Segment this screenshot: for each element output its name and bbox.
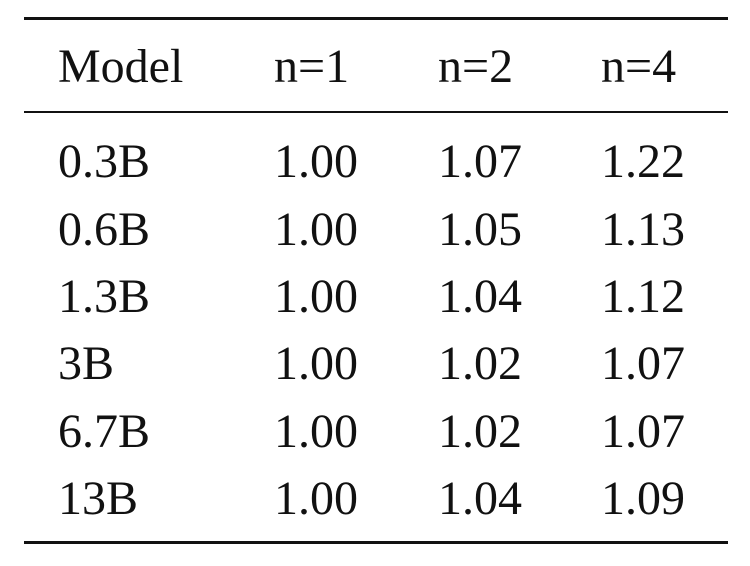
header-n2: n=2 <box>438 40 514 93</box>
value-cell: 1.02 <box>438 405 522 458</box>
model-cell: 6.7B <box>58 405 151 458</box>
header-n1: n=1 <box>274 40 350 93</box>
model-cell: 13B <box>58 472 139 525</box>
value-cell: 1.09 <box>601 472 685 525</box>
header-model: Model <box>58 40 184 93</box>
table-header-rule <box>24 111 728 113</box>
value-cell: 1.07 <box>601 337 685 390</box>
model-cell: 0.6B <box>58 203 151 256</box>
value-cell: 1.07 <box>438 135 522 188</box>
table-bottom-rule <box>24 541 728 544</box>
value-cell: 1.00 <box>274 270 358 323</box>
header-n4: n=4 <box>601 40 677 93</box>
value-cell: 1.00 <box>274 135 358 188</box>
value-cell: 1.04 <box>438 472 522 525</box>
model-cell: 3B <box>58 337 115 390</box>
value-cell: 1.00 <box>274 337 358 390</box>
value-cell: 1.02 <box>438 337 522 390</box>
model-cell: 0.3B <box>58 135 151 188</box>
value-cell: 1.12 <box>601 270 685 323</box>
value-cell: 1.05 <box>438 203 522 256</box>
model-cell: 1.3B <box>58 270 151 323</box>
value-cell: 1.22 <box>601 135 685 188</box>
value-cell: 1.00 <box>274 405 358 458</box>
table-top-rule <box>24 17 728 20</box>
value-cell: 1.04 <box>438 270 522 323</box>
value-cell: 1.13 <box>601 203 685 256</box>
value-cell: 1.00 <box>274 203 358 256</box>
value-cell: 1.00 <box>274 472 358 525</box>
value-cell: 1.07 <box>601 405 685 458</box>
